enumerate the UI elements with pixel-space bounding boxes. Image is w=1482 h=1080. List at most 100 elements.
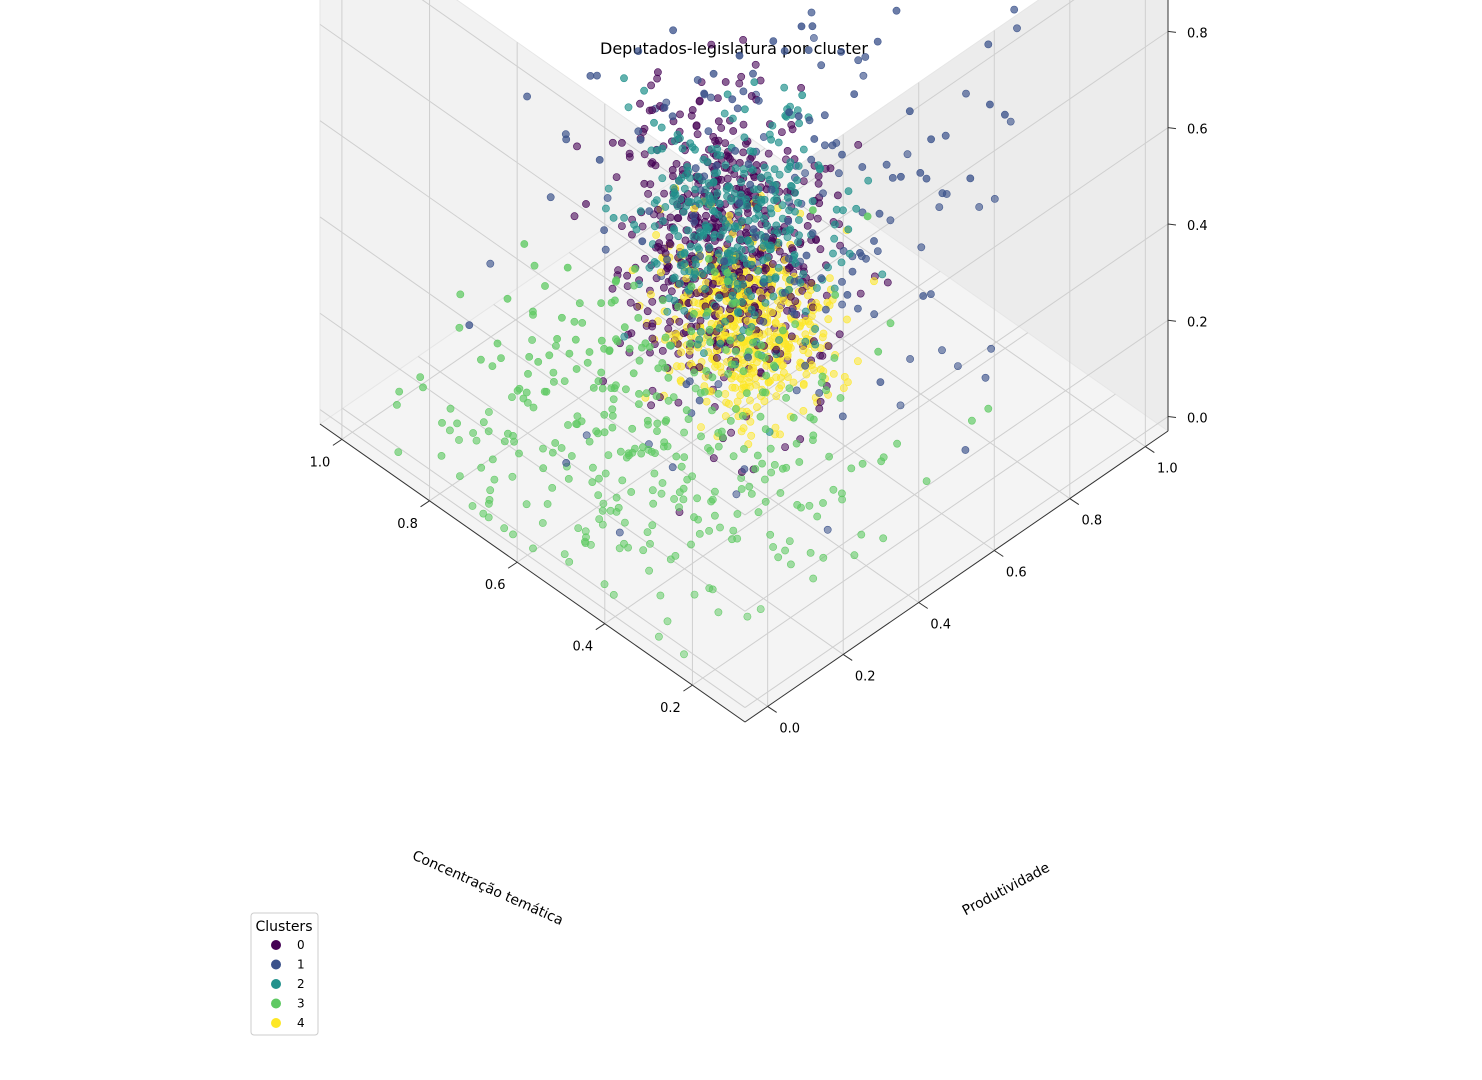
- point-cluster-3: [582, 533, 590, 542]
- point-cluster-2: [754, 203, 763, 211]
- point-cluster-1: [916, 168, 925, 177]
- point-cluster-3: [705, 325, 714, 334]
- point-cluster-3: [675, 503, 683, 512]
- point-cluster-3: [743, 389, 751, 397]
- point-cluster-3: [879, 534, 888, 543]
- point-cluster-1: [808, 229, 817, 237]
- point-cluster-4: [725, 399, 733, 408]
- point-cluster-3: [620, 323, 629, 332]
- point-cluster-0: [835, 330, 844, 339]
- point-cluster-3: [662, 416, 671, 424]
- point-cluster-3: [710, 267, 719, 276]
- data-points: [392, 5, 1021, 659]
- point-cluster-3: [727, 360, 736, 369]
- point-cluster-0: [672, 159, 681, 168]
- point-cluster-3: [486, 486, 495, 495]
- point-cluster-3: [679, 495, 688, 504]
- point-cluster-3: [785, 537, 794, 545]
- point-cluster-0: [714, 117, 723, 126]
- point-cluster-1: [875, 209, 884, 218]
- point-cluster-3: [642, 389, 651, 398]
- point-cluster-2: [750, 78, 759, 86]
- point-cluster-3: [455, 323, 464, 332]
- point-cluster-1: [854, 304, 862, 313]
- z-tick-label: 0.6: [1187, 123, 1208, 138]
- point-cluster-0: [608, 284, 617, 293]
- point-cluster-3: [679, 484, 688, 493]
- point-cluster-3: [683, 475, 692, 484]
- point-cluster-2: [747, 292, 755, 301]
- point-cluster-4: [657, 268, 665, 277]
- point-cluster-2: [737, 333, 745, 342]
- point-cluster-2: [691, 145, 699, 154]
- point-cluster-1: [785, 108, 793, 117]
- point-cluster-3: [747, 489, 756, 498]
- point-cluster-2: [795, 119, 803, 128]
- point-cluster-0: [666, 213, 675, 222]
- point-cluster-1: [720, 257, 728, 266]
- point-cluster-1: [954, 362, 962, 370]
- point-cluster-3: [588, 478, 597, 486]
- point-cluster-2: [734, 208, 743, 216]
- point-cluster-3: [574, 524, 583, 532]
- point-cluster-3: [612, 335, 620, 344]
- point-cluster-3: [620, 539, 628, 548]
- point-cluster-1: [862, 254, 870, 263]
- point-cluster-2: [705, 223, 713, 231]
- point-cluster-3: [419, 383, 427, 392]
- point-cluster-3: [560, 377, 569, 385]
- point-cluster-4: [826, 274, 834, 282]
- point-cluster-3: [548, 448, 557, 457]
- point-cluster-4: [715, 310, 724, 319]
- point-cluster-0: [781, 443, 789, 451]
- point-cluster-3: [598, 384, 607, 393]
- point-cluster-3: [472, 436, 481, 445]
- point-cluster-4: [697, 423, 705, 431]
- point-cluster-2: [794, 238, 802, 246]
- point-cluster-4: [728, 383, 737, 392]
- point-cluster-4: [725, 211, 734, 220]
- point-cluster-1: [870, 237, 878, 245]
- point-cluster-2: [602, 204, 610, 213]
- point-cluster-2: [795, 216, 803, 224]
- point-cluster-3: [708, 495, 717, 504]
- point-cluster-2: [640, 86, 648, 95]
- point-cluster-2: [824, 263, 832, 272]
- point-cluster-3: [847, 464, 856, 473]
- point-cluster-0: [653, 74, 661, 83]
- point-cluster-0: [693, 130, 702, 139]
- x-tick-mark: [420, 500, 430, 508]
- point-cluster-3: [484, 408, 493, 416]
- point-cluster-0: [582, 200, 590, 208]
- point-cluster-3: [643, 416, 652, 425]
- point-cluster-1: [927, 290, 935, 298]
- grid-line-z: [744, 30, 1169, 323]
- point-cluster-0: [713, 353, 721, 362]
- point-cluster-0: [636, 99, 644, 108]
- point-cluster-3: [697, 432, 705, 441]
- point-cluster-1: [693, 76, 702, 84]
- x-tick-label: 1.0: [310, 455, 331, 470]
- point-cluster-2: [680, 184, 689, 193]
- point-cluster-4: [777, 373, 785, 382]
- point-cluster-3: [548, 483, 557, 492]
- point-cluster-3: [702, 367, 711, 375]
- point-cluster-0: [739, 120, 748, 129]
- point-cluster-3: [714, 608, 723, 617]
- point-cluster-1: [797, 22, 806, 31]
- point-cluster-3: [522, 500, 531, 509]
- point-cluster-3: [653, 427, 661, 435]
- point-cluster-0: [815, 404, 824, 413]
- point-cluster-2: [785, 206, 793, 215]
- point-cluster-2: [783, 193, 792, 202]
- point-cluster-2: [650, 258, 659, 266]
- point-cluster-2: [620, 74, 628, 83]
- point-cluster-0: [727, 428, 735, 437]
- point-cluster-0: [626, 298, 635, 307]
- legend: Clusters 0 1 2 3 4: [250, 912, 319, 1036]
- point-cluster-2: [704, 179, 713, 188]
- point-cluster-2: [774, 138, 783, 147]
- y-tick-mark: [842, 654, 853, 661]
- point-cluster-3: [666, 341, 674, 350]
- point-cluster-2: [703, 158, 712, 166]
